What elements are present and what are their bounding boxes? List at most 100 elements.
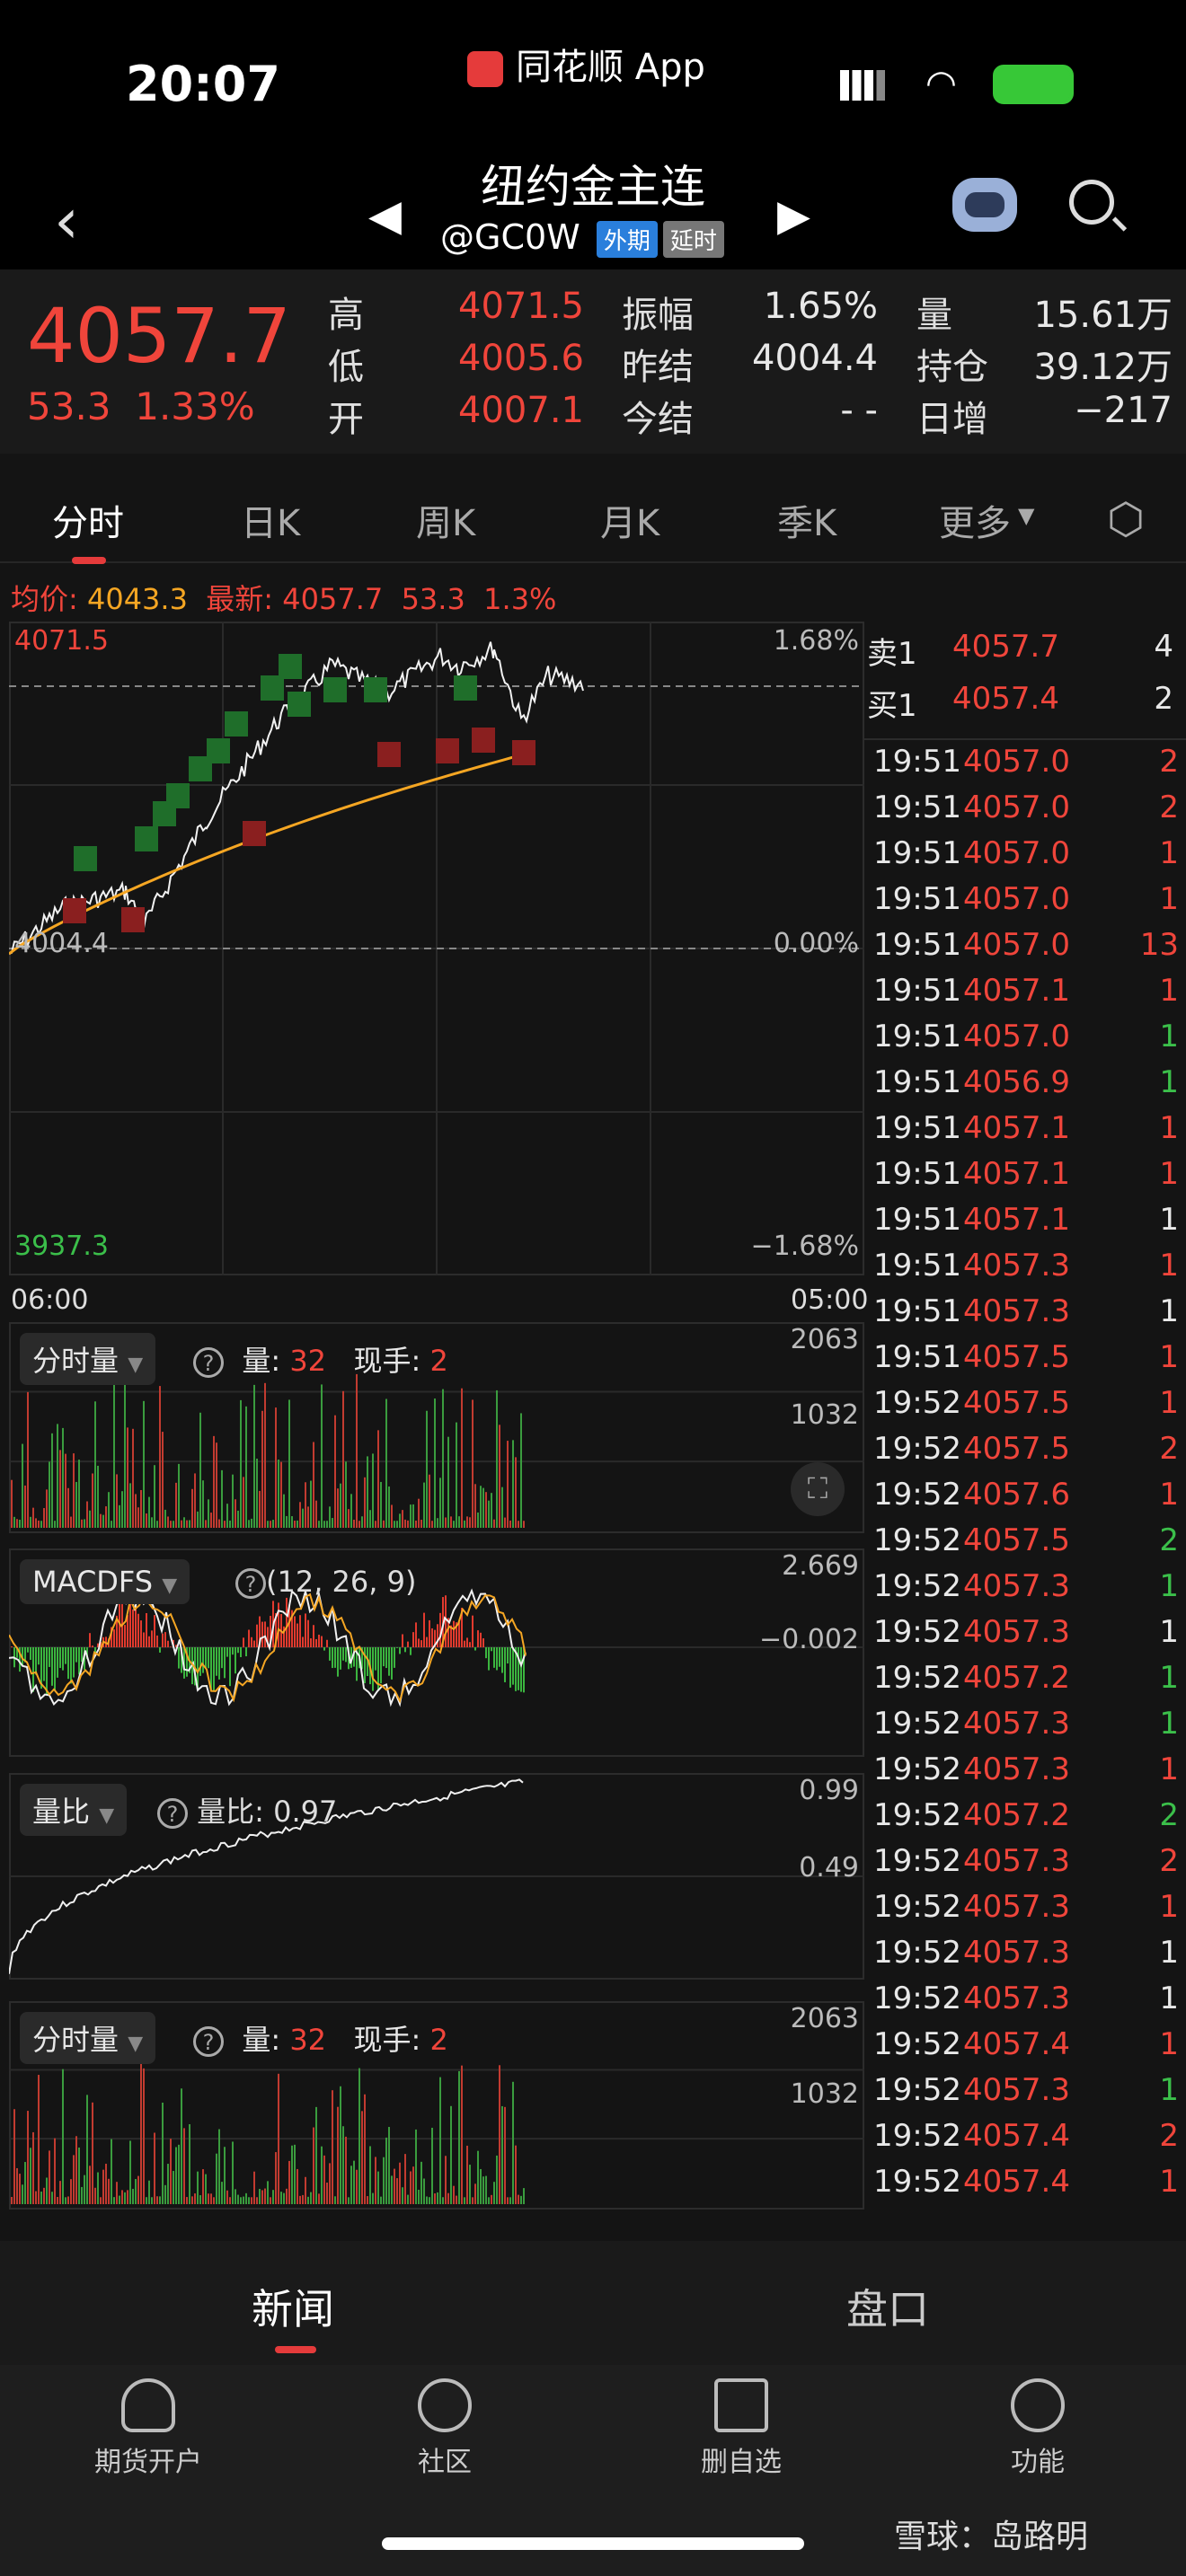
next-contract-icon[interactable]: ▶: [777, 190, 810, 241]
td9-marker: [323, 677, 347, 702]
tick-price: 4057.3: [963, 1889, 1070, 1925]
volume-bar: [501, 2105, 503, 2204]
tab-2[interactable]: 周K: [416, 503, 476, 544]
volume-bar: [202, 1480, 204, 1528]
volume-bar: [283, 1494, 285, 1528]
volume-bar: [491, 1493, 492, 1528]
volume-bar: [256, 1458, 258, 1528]
volume-bar: [264, 1382, 266, 1528]
volume-bar: [318, 1521, 320, 1528]
volume-bar: [280, 2192, 282, 2204]
macd-histogram-bar: [51, 1647, 53, 1686]
quote-stat-value: 15.61万: [1033, 295, 1173, 336]
macd-histogram-bar: [89, 1633, 91, 1647]
macd-panel[interactable]: [9, 1548, 864, 1757]
macd-histogram-bar: [243, 1637, 244, 1647]
macd-histogram-bar: [170, 1646, 172, 1647]
volume-bar: [348, 2197, 350, 2204]
prev-contract-icon[interactable]: ◀: [368, 190, 402, 241]
macd-histogram-bar: [197, 1647, 199, 1691]
volume-bar: [197, 1511, 199, 1528]
volume-bar: [286, 2188, 288, 2204]
tab-4[interactable]: 季K: [777, 503, 837, 544]
volume-max-2: 2063: [790, 2003, 859, 2034]
volume-bar: [183, 2128, 185, 2204]
volume-bar: [523, 1521, 525, 1528]
tab-3[interactable]: 月K: [600, 503, 660, 544]
robot-assistant-icon[interactable]: [952, 178, 1017, 232]
macd-histogram-bar: [245, 1647, 247, 1657]
vol-value-2: 32: [289, 2023, 327, 2057]
volume-bar: [84, 2175, 85, 2204]
macd-histogram-bar: [151, 1630, 153, 1647]
volume-bar: [151, 1517, 153, 1528]
volume-bar: [148, 2180, 150, 2204]
macd-histogram-bar: [305, 1613, 306, 1647]
macd-histogram-bar: [65, 1647, 66, 1664]
volume-bar: [509, 2197, 511, 2204]
chart-high-pct: 1.68%: [773, 625, 859, 657]
tick-row: 19:52 4057.3 1: [864, 1706, 1186, 1751]
volume-bar: [342, 2126, 344, 2204]
app-source[interactable]: 同花顺 App: [467, 38, 705, 90]
macd-histogram-bar: [59, 1647, 61, 1669]
volume-bar: [445, 1517, 447, 1528]
volume-bar: [353, 2160, 355, 2204]
macd-histogram-bar: [429, 1619, 430, 1647]
tab-5[interactable]: 更多: [939, 503, 1011, 544]
macd-histogram-bar: [434, 1629, 436, 1647]
td9-marker: [135, 826, 158, 851]
volume-bar: [183, 1517, 185, 1528]
ratio-indicator-select[interactable]: 量比 ▼: [20, 1784, 128, 1836]
nav-futures-account[interactable]: 期货开户: [49, 2378, 247, 2479]
tick-qty: 1: [1159, 1706, 1179, 1742]
volume-bar: [194, 2193, 196, 2204]
volume-bar: [450, 2105, 452, 2204]
volume-bar: [396, 2178, 398, 2204]
help-icon[interactable]: ?: [235, 1568, 266, 1599]
volume-panel-2[interactable]: [9, 2001, 864, 2210]
ratio-value: 量比: 0.97: [197, 1795, 338, 1829]
help-icon[interactable]: ?: [193, 2026, 224, 2057]
home-indicator[interactable]: [382, 2537, 804, 2550]
macd-histogram-bar: [226, 1647, 228, 1657]
volume-indicator-select-2[interactable]: 分时量 ▼: [20, 2012, 156, 2064]
volume-bar: [226, 2190, 228, 2204]
tab-news[interactable]: 新闻: [252, 2285, 334, 2333]
volume-bar: [129, 2140, 131, 2204]
chart-settings-icon[interactable]: ⬡: [1107, 494, 1145, 544]
volume-bar: [135, 2178, 137, 2204]
tab-1[interactable]: 日K: [241, 503, 301, 544]
nav-functions[interactable]: 功能: [939, 2378, 1137, 2479]
macd-histogram-bar: [119, 1602, 120, 1647]
nav-community[interactable]: 社区: [346, 2378, 544, 2479]
tick-time: 19:51: [873, 927, 961, 963]
help-icon[interactable]: ?: [157, 1798, 188, 1829]
macd-indicator-select[interactable]: MACDFS ▼: [20, 1559, 190, 1604]
macd-histogram-bar: [499, 1647, 500, 1667]
volume-bar: [437, 1518, 438, 1528]
back-icon[interactable]: ‹: [54, 184, 79, 258]
nav-remove-watchlist[interactable]: 删自选: [642, 2378, 840, 2479]
fullscreen-icon[interactable]: ⛶: [791, 1462, 845, 1516]
tick-qty: 1: [1159, 1202, 1179, 1238]
macd-max: 2.669: [782, 1550, 859, 1582]
volume-bar: [116, 1474, 118, 1528]
macd-histogram-bar: [32, 1647, 34, 1692]
tab-0[interactable]: 分时: [52, 503, 124, 544]
volume-bar: [420, 1519, 422, 1528]
volume-bar: [423, 2178, 425, 2204]
volume-bar: [232, 2141, 234, 2204]
volume-bar: [51, 1433, 53, 1528]
search-icon[interactable]: [1069, 180, 1114, 225]
macd-histogram-bar: [415, 1622, 417, 1647]
tick-time: 19:52: [873, 1522, 961, 1558]
volume-panel[interactable]: [9, 1322, 864, 1533]
volume-bar: [175, 2147, 177, 2204]
volume-bar: [434, 2193, 436, 2204]
tab-orderbook[interactable]: 盘口: [846, 2285, 929, 2333]
volume-bar: [485, 1492, 487, 1528]
volume-indicator-select[interactable]: 分时量 ▼: [20, 1333, 156, 1385]
macd-histogram-bar: [137, 1613, 139, 1647]
help-icon[interactable]: ?: [193, 1347, 224, 1378]
